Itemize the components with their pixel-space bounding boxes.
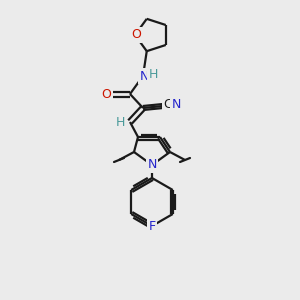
Text: N: N xyxy=(147,158,157,172)
Text: H: H xyxy=(115,116,125,130)
Text: H: H xyxy=(148,68,158,82)
Text: O: O xyxy=(131,28,141,41)
Text: N: N xyxy=(171,98,181,112)
Text: N: N xyxy=(139,70,149,83)
Text: O: O xyxy=(101,88,111,100)
Text: F: F xyxy=(148,220,156,233)
Text: C: C xyxy=(164,98,172,112)
